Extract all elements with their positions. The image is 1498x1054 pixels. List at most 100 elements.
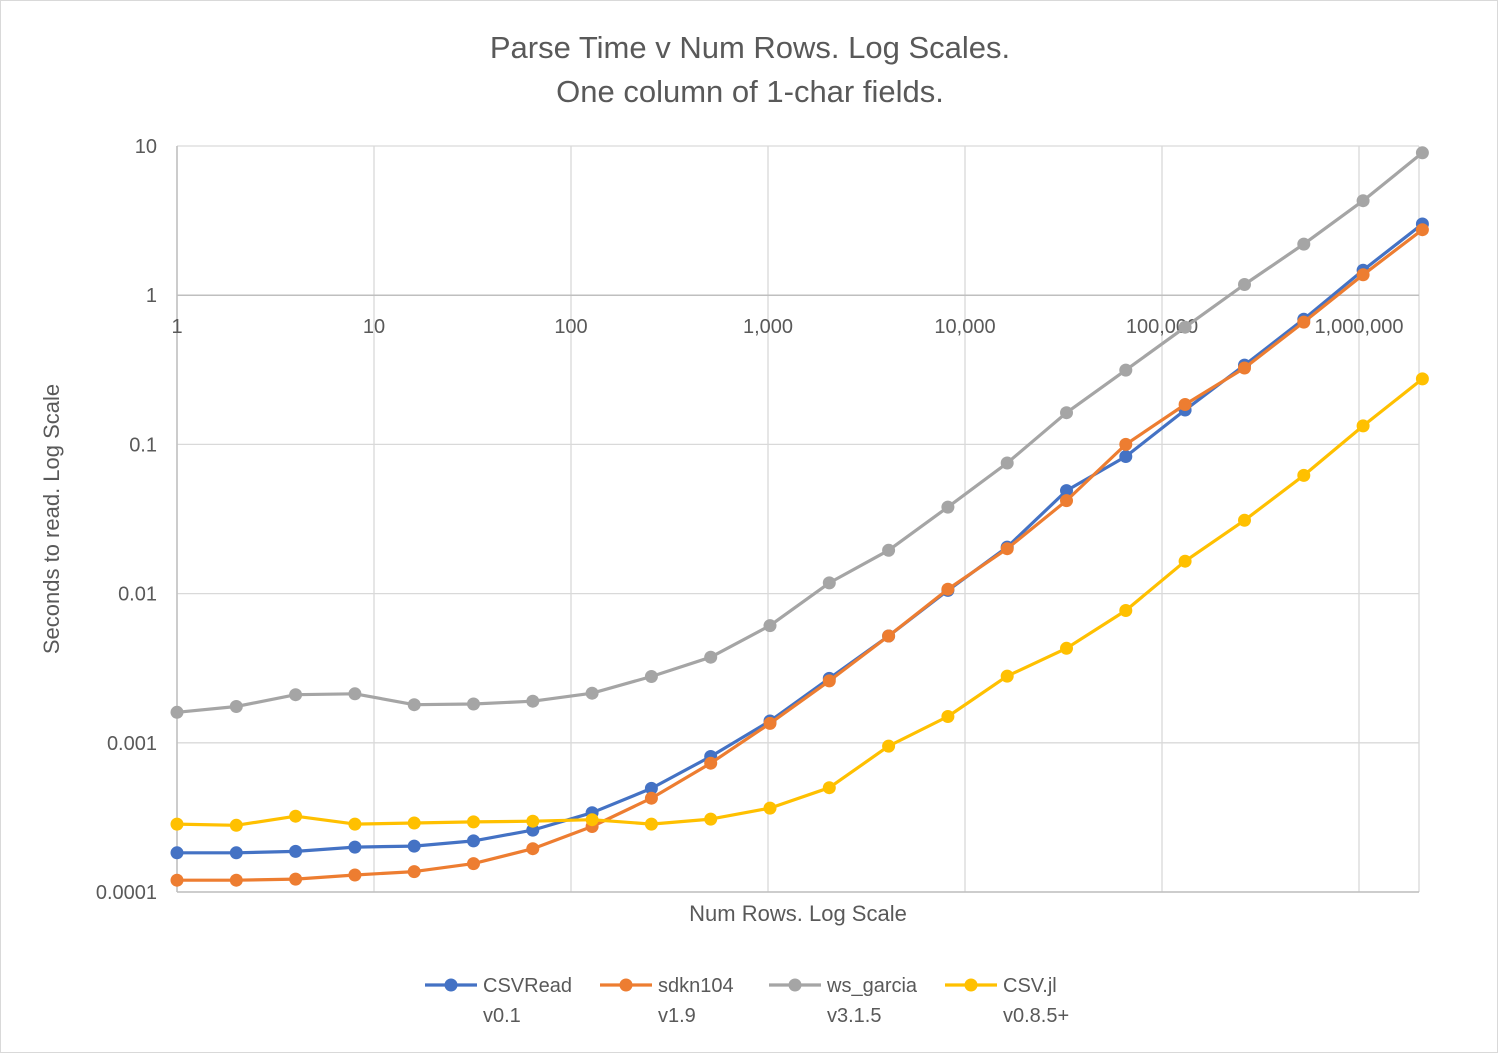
data-point	[941, 710, 955, 723]
series-line	[177, 228, 1424, 882]
series-csv-jl	[170, 372, 1429, 832]
data-point	[1060, 406, 1073, 420]
legend-item: CSV.jl v0.8.5+	[945, 975, 1069, 1027]
data-point	[407, 816, 421, 830]
data-point	[1356, 194, 1370, 208]
data-point	[526, 694, 540, 708]
gridlines	[176, 145, 1420, 893]
legend-series-name: CSV.jl	[1003, 975, 1057, 997]
data-point	[704, 812, 718, 826]
data-point	[229, 700, 243, 713]
legend-item: ws_garcia v3.1.5	[769, 975, 918, 1027]
data-point	[467, 834, 480, 848]
data-point	[1178, 320, 1192, 334]
data-point	[882, 739, 896, 753]
series-lines	[170, 146, 1429, 887]
series-ws-garcia	[170, 146, 1429, 719]
data-point	[229, 818, 243, 832]
legend-marker-swatch	[964, 978, 978, 992]
data-point	[585, 686, 599, 700]
data-point	[229, 873, 243, 887]
data-point	[763, 619, 777, 633]
data-point	[941, 500, 955, 514]
legend-series-version: v0.8.5+	[1003, 1005, 1069, 1027]
data-point	[170, 873, 184, 887]
data-point	[1000, 542, 1014, 556]
data-point	[467, 815, 480, 829]
legend-marker-swatch	[444, 978, 458, 992]
legend-series-name: ws_garcia	[826, 975, 918, 997]
y-tick-label: 0.1	[129, 434, 157, 456]
data-point	[1000, 669, 1014, 683]
data-point	[644, 791, 658, 805]
legend-series-name: sdkn104	[658, 975, 734, 997]
data-point	[1297, 237, 1311, 251]
data-point	[1119, 604, 1133, 617]
legend-item: CSVRead v0.1	[425, 975, 572, 1027]
data-point	[407, 865, 421, 879]
y-tick-label: 1	[146, 285, 157, 307]
data-point	[704, 650, 718, 664]
legend-series-version: v1.9	[658, 1005, 696, 1027]
data-point	[882, 629, 896, 643]
data-point	[526, 814, 540, 828]
data-point	[1415, 146, 1429, 160]
data-point	[170, 817, 184, 831]
data-point	[644, 670, 658, 683]
data-point	[704, 756, 718, 770]
data-point	[822, 576, 836, 590]
legend: CSVRead v0.1 sdkn104 v1.9 ws_garcia v3.1.5 CSV…	[425, 975, 1069, 1027]
data-point	[1119, 363, 1133, 377]
y-axis-title: Seconds to read. Log Scale	[39, 384, 64, 654]
data-point	[1297, 468, 1311, 482]
legend-marker-swatch	[788, 978, 802, 992]
data-point	[1000, 456, 1014, 470]
data-point	[763, 801, 777, 815]
data-point	[467, 857, 480, 871]
data-point	[763, 716, 777, 730]
series-line	[176, 377, 1424, 827]
data-point	[348, 817, 362, 831]
data-point	[1356, 419, 1370, 433]
x-tick-label: 1	[171, 316, 182, 338]
data-point	[822, 781, 836, 795]
y-tick-label: 0.01	[118, 584, 157, 606]
y-tick-label: 0.001	[107, 733, 157, 755]
x-tick-label: 1,000,000	[1315, 316, 1404, 338]
y-axis-tick-labels: 10 1 0.1 0.01 0.001 0.0001	[96, 136, 157, 904]
data-point	[1119, 437, 1133, 451]
series-line	[176, 151, 1424, 714]
data-point	[348, 687, 362, 701]
data-point	[407, 698, 421, 712]
x-tick-label: 100	[554, 316, 587, 338]
data-point	[348, 868, 362, 882]
data-point	[1415, 223, 1429, 237]
legend-series-version: v3.1.5	[827, 1005, 881, 1027]
data-point	[1119, 450, 1133, 463]
x-tick-label: 10	[363, 316, 385, 338]
x-axis-tick-labels: 1 10 100 1,000 10,000 100,000 1,000,000	[171, 316, 1403, 338]
data-point	[1060, 494, 1073, 508]
data-point	[170, 705, 184, 719]
data-point	[644, 817, 658, 831]
y-tick-label: 0.0001	[96, 882, 157, 904]
data-point	[1297, 315, 1311, 329]
data-point	[1238, 278, 1251, 291]
data-point	[348, 840, 362, 854]
data-point	[1356, 268, 1370, 282]
data-point	[229, 846, 243, 860]
data-point	[289, 844, 303, 858]
x-axis-title: Num Rows. Log Scale	[689, 901, 907, 926]
legend-item: sdkn104 v1.9	[600, 975, 734, 1027]
data-point	[822, 674, 836, 688]
chart-title-line2: One column of 1-char fields.	[556, 74, 944, 109]
data-point	[467, 697, 480, 711]
data-point	[289, 872, 303, 886]
x-tick-label: 10,000	[934, 316, 995, 338]
legend-series-version: v0.1	[483, 1005, 521, 1027]
data-point	[170, 846, 184, 860]
data-point	[407, 839, 421, 853]
data-point	[526, 823, 540, 837]
